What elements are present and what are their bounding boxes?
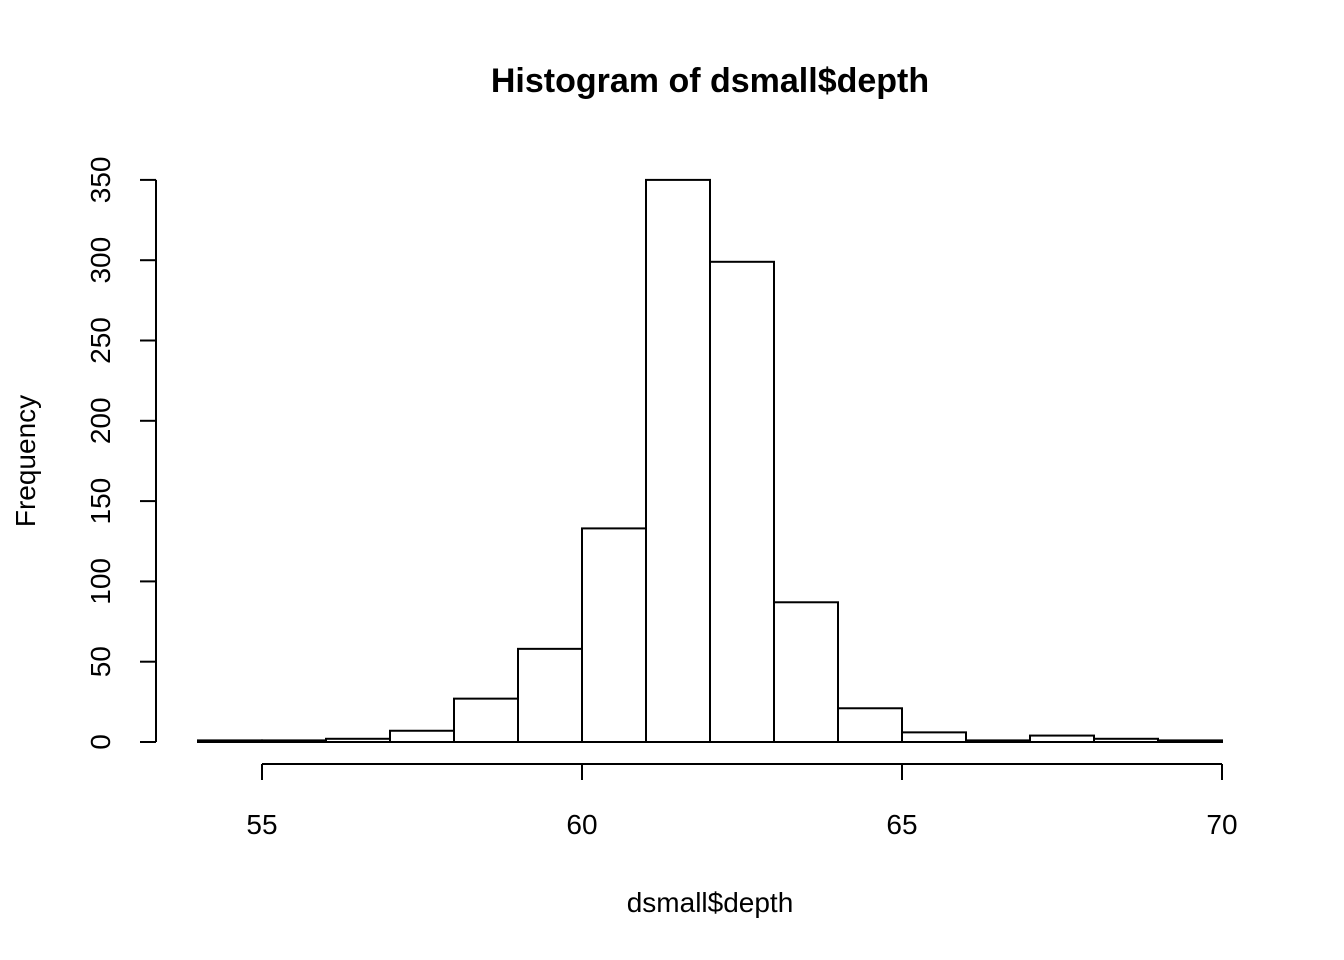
histogram-bar <box>581 527 647 743</box>
y-axis: 0 50 100 150 200 250 300 350 <box>85 157 157 750</box>
x-tick-label: 55 <box>246 809 277 840</box>
histogram-bar <box>1157 739 1223 743</box>
x-tick-label: 70 <box>1206 809 1237 840</box>
histogram-bar <box>517 647 583 743</box>
histogram-bar <box>1093 737 1159 744</box>
y-tick-label: 50 <box>85 646 116 677</box>
histogram-bar <box>261 739 327 743</box>
y-tick-label: 200 <box>85 397 116 444</box>
y-tick-label: 300 <box>85 237 116 284</box>
x-tick-label: 65 <box>886 809 917 840</box>
histogram-bar <box>389 729 455 743</box>
bars-group <box>197 178 1223 744</box>
histogram-bar <box>197 739 263 743</box>
chart-title: Histogram of dsmall$depth <box>491 62 929 100</box>
histogram-bar <box>901 731 967 744</box>
histogram-bar <box>837 707 903 743</box>
y-tick-label: 250 <box>85 317 116 364</box>
x-axis: 55 60 65 70 <box>246 763 1238 840</box>
y-axis-label: Frequency <box>10 395 41 527</box>
x-tick-label: 60 <box>566 809 597 840</box>
histogram-bar <box>709 260 775 743</box>
y-tick-label: 0 <box>85 734 116 750</box>
y-tick-label: 150 <box>85 478 116 525</box>
histogram-bar <box>965 739 1031 743</box>
histogram-bar <box>325 737 391 744</box>
histogram-bar <box>1029 734 1095 743</box>
y-tick-label: 100 <box>85 558 116 605</box>
histogram-bar <box>453 697 519 743</box>
histogram-bar <box>773 601 839 744</box>
y-tick-label: 350 <box>85 157 116 204</box>
histogram-bar <box>645 178 711 743</box>
x-axis-label: dsmall$depth <box>627 887 794 918</box>
